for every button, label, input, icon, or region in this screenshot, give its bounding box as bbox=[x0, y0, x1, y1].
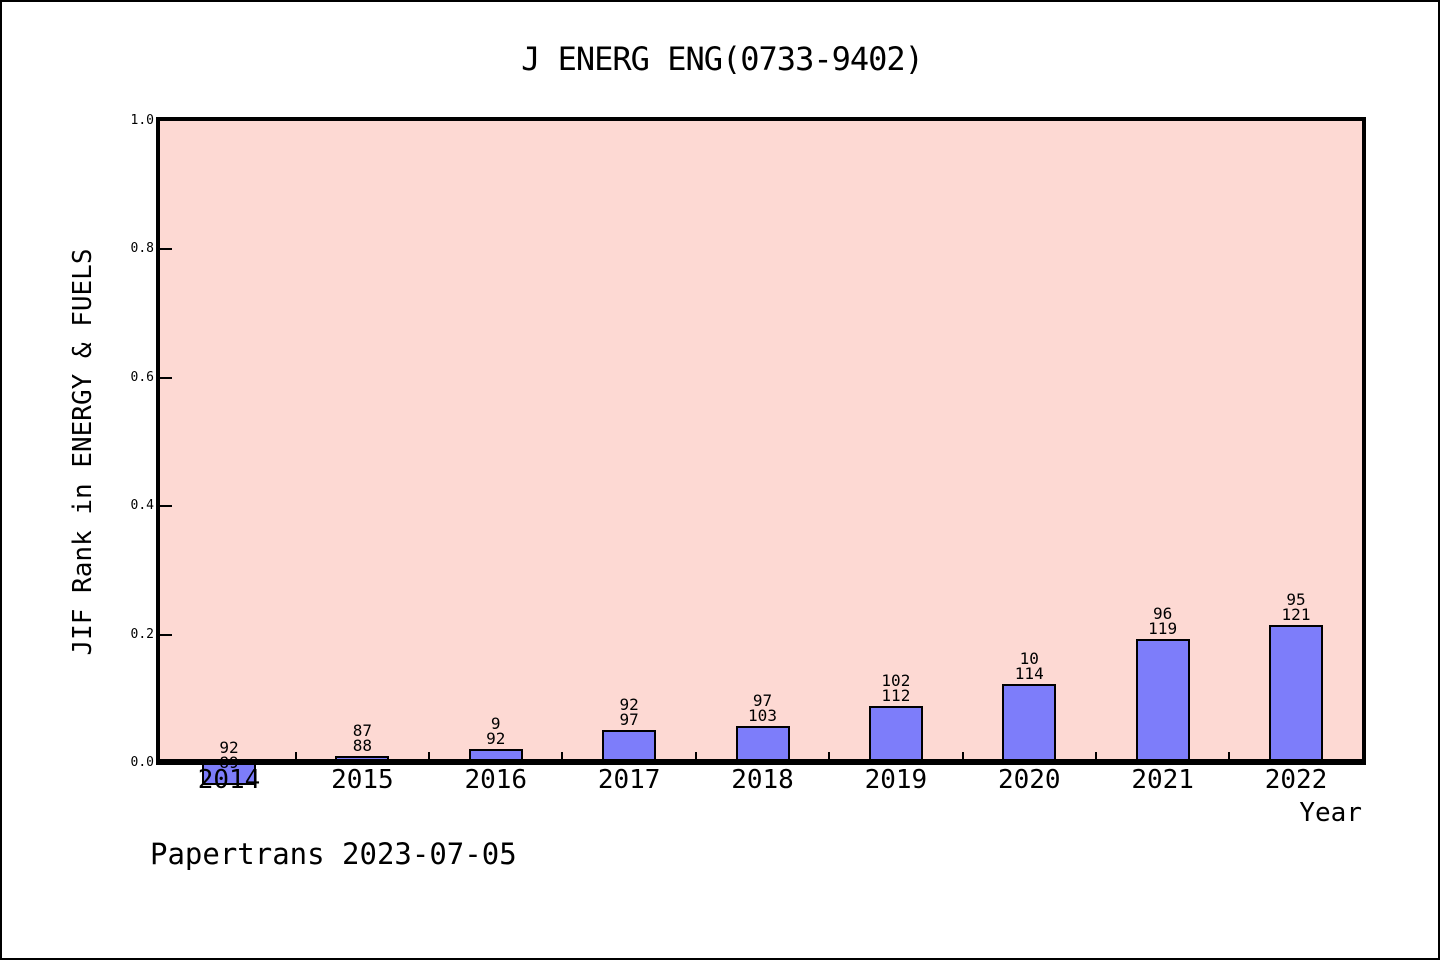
y-tick-mark bbox=[160, 633, 172, 636]
x-tick-mark bbox=[1228, 752, 1231, 759]
x-axis-label: Year bbox=[1299, 798, 1362, 828]
x-tick-label: 2016 bbox=[464, 765, 528, 795]
x-tick-mark bbox=[294, 752, 297, 759]
bar-value-label: 95 121 bbox=[1281, 590, 1311, 625]
x-tick-mark bbox=[694, 752, 697, 759]
y-tick-mark bbox=[160, 248, 172, 251]
y-tick-label: 0.8 bbox=[130, 241, 154, 257]
y-tick-label: 0.6 bbox=[130, 369, 154, 385]
y-axis-label: JIF Rank in ENERGY & FUELS bbox=[68, 248, 98, 656]
x-tick-mark bbox=[561, 752, 564, 759]
x-tick-label: 2021 bbox=[1131, 765, 1194, 795]
bar-value-label: 10 114 bbox=[1014, 649, 1044, 684]
x-tick-label: 2015 bbox=[331, 765, 394, 795]
bar bbox=[1135, 638, 1190, 764]
footer-text: Papertrans 2023-07-05 bbox=[150, 837, 517, 871]
x-tick-label: 2019 bbox=[864, 765, 928, 795]
y-tick-mark bbox=[160, 376, 172, 379]
x-tick-mark bbox=[1094, 752, 1097, 759]
bar-value-label: 9 92 bbox=[486, 714, 506, 749]
x-tick-mark bbox=[961, 752, 964, 759]
bar-value-label: 96 119 bbox=[1148, 603, 1178, 638]
bar-value-label: 102 112 bbox=[881, 670, 911, 705]
bar bbox=[735, 725, 790, 764]
y-tick-label: 0.0 bbox=[130, 755, 154, 770]
bar bbox=[868, 705, 923, 764]
bar-value-label: 87 88 bbox=[352, 720, 372, 755]
y-tick-label: 1.0 bbox=[130, 113, 154, 128]
y-tick-label: 0.4 bbox=[130, 498, 154, 514]
bar bbox=[1269, 625, 1323, 764]
x-tick-label: 2022 bbox=[1264, 765, 1328, 795]
x-tick-label: 2018 bbox=[731, 765, 794, 795]
x-tick-label: 2020 bbox=[997, 765, 1061, 795]
x-tick-mark bbox=[828, 752, 831, 759]
bar-value-label: 92 97 bbox=[619, 694, 639, 729]
x-tick-label: 2014 bbox=[197, 765, 261, 795]
y-tick-mark bbox=[160, 505, 172, 508]
bar-value-label: 97 103 bbox=[748, 690, 777, 725]
x-tick-label: 2017 bbox=[597, 765, 661, 795]
x-tick-mark bbox=[428, 752, 431, 759]
bar bbox=[1002, 684, 1057, 764]
y-tick-label: 0.2 bbox=[130, 626, 154, 642]
chart-title: J ENERG ENG(0733-9402) bbox=[521, 40, 924, 78]
x-axis-line bbox=[156, 759, 1366, 765]
